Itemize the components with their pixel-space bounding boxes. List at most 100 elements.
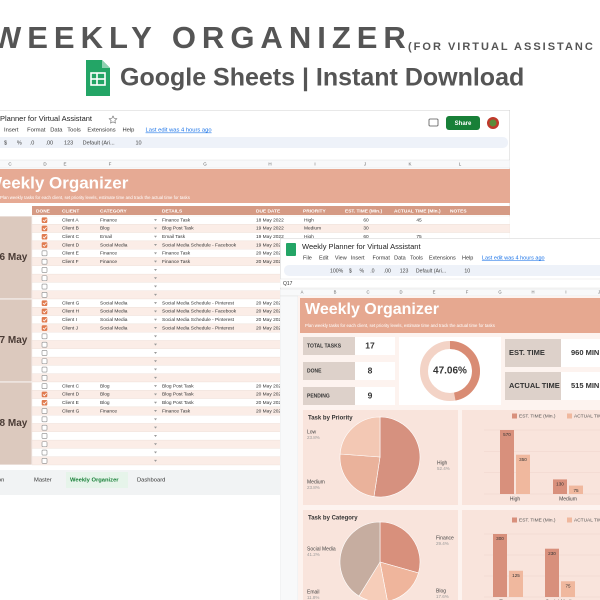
legend-label: EST. TIME (Min.) [519, 517, 556, 523]
category-cell: Social Media [100, 317, 128, 323]
checkbox[interactable] [41, 383, 48, 389]
bar-value-label: 350 [519, 457, 527, 462]
toolbar-item[interactable]: 10 [136, 140, 142, 146]
checkbox[interactable] [41, 350, 48, 356]
sheet-tab[interactable]: Master [34, 478, 52, 484]
bar [509, 570, 523, 597]
checkbox[interactable] [41, 233, 48, 240]
day-cell [0, 215, 33, 300]
avatar-inner [489, 119, 497, 127]
checkbox[interactable] [41, 341, 48, 348]
client-cell: Client J [62, 325, 79, 331]
checkbox[interactable] [41, 250, 48, 257]
pie-value-label: 41.2% [307, 552, 320, 557]
checkbox[interactable] [41, 316, 48, 323]
dropdown-arrow [154, 327, 157, 330]
toolbar-item[interactable]: 123 [400, 268, 409, 274]
pie-label: Medium [307, 479, 325, 485]
checkbox[interactable] [41, 300, 48, 306]
column-header: DETAILS [162, 208, 183, 214]
menu-item[interactable]: Format [27, 128, 46, 134]
checkbox[interactable] [41, 258, 48, 265]
last-edit[interactable]: Last edit was 4 hours ago [146, 128, 212, 134]
column-letter: D [43, 162, 47, 167]
due-date-cell: 20 May 2022 [256, 309, 284, 315]
checkbox[interactable] [41, 217, 48, 223]
menu-item[interactable]: Data [394, 255, 407, 261]
share-label[interactable]: Share [455, 121, 472, 127]
sheet-tab[interactable]: Introduction [0, 478, 4, 484]
toolbar-item[interactable]: % [17, 140, 22, 146]
toolbar-item[interactable]: $ [4, 140, 7, 146]
column-letter: H [531, 290, 534, 295]
checkbox[interactable] [41, 333, 48, 340]
menu-item[interactable]: View [335, 255, 347, 261]
column-letter: F [109, 162, 112, 167]
checkbox[interactable] [41, 391, 48, 398]
checkmark [42, 401, 47, 405]
progress-label: 47.06% [433, 366, 467, 377]
checkbox[interactable] [41, 242, 48, 248]
details-cell: Finance Task [162, 217, 191, 223]
toolbar-item[interactable]: 123 [64, 140, 73, 146]
sheet-tab[interactable]: Weekly Organizer [70, 478, 119, 484]
menu-item[interactable]: Data [50, 128, 63, 134]
checkbox[interactable] [41, 399, 48, 406]
toolbar-item[interactable]: 10 [464, 268, 470, 274]
menu-item[interactable]: Extensions [429, 255, 456, 261]
dropdown-arrow [154, 343, 157, 346]
sheet-tab[interactable]: Dashboard [137, 478, 165, 484]
checkbox[interactable] [41, 433, 48, 439]
toolbar-item[interactable]: .00 [384, 268, 391, 274]
checkbox[interactable] [41, 441, 48, 448]
checkbox[interactable] [41, 292, 48, 298]
toolbar-item[interactable]: Default (Ari... [416, 268, 446, 274]
dropdown-arrow [154, 451, 157, 454]
checkbox[interactable] [41, 408, 48, 414]
toolbar-item[interactable]: % [360, 268, 365, 274]
checkbox[interactable] [41, 283, 48, 290]
menu-item[interactable]: Edit [319, 255, 329, 261]
checkbox[interactable] [41, 416, 48, 423]
cell-reference[interactable]: Q17 [283, 281, 293, 287]
category-cell: Social Media [100, 325, 128, 331]
pie-label: Finance [436, 535, 454, 541]
checkbox[interactable] [41, 325, 48, 331]
menu-item[interactable]: Help [462, 255, 473, 261]
checkbox[interactable] [41, 275, 48, 282]
toolbar-item[interactable]: 100% [330, 268, 344, 274]
checkbox[interactable] [41, 225, 48, 232]
toolbar-item[interactable]: .0 [30, 140, 35, 146]
active-tab[interactable] [66, 472, 128, 488]
dropdown-arrow [154, 434, 157, 437]
checkmark [42, 235, 47, 239]
menu-item[interactable]: Tools [67, 128, 81, 134]
menu-item[interactable]: Format [372, 255, 390, 261]
checkbox[interactable] [41, 375, 48, 381]
checkbox[interactable] [41, 267, 48, 273]
bar-value-label: 230 [548, 551, 556, 556]
share-button[interactable] [446, 116, 480, 130]
menu-item[interactable]: Extensions [87, 128, 115, 134]
toolbar-item[interactable]: Default (Ari... [83, 140, 116, 146]
checkbox[interactable] [41, 458, 48, 464]
checkbox[interactable] [41, 366, 48, 373]
toolbar-item[interactable]: $ [349, 268, 352, 274]
menu-item[interactable]: Help [122, 128, 134, 134]
checkbox[interactable] [41, 449, 48, 456]
toolbar-item[interactable]: .00 [45, 140, 53, 146]
sheet-subtitle: Plan weekly tasks for each client, set p… [0, 195, 190, 200]
checkbox[interactable] [41, 358, 48, 365]
checkbox[interactable] [41, 308, 48, 315]
bar-value-label: 570 [503, 432, 511, 437]
bar [493, 534, 507, 597]
last-edit[interactable]: Last edit was 4 hours ago [482, 255, 545, 261]
client-cell: Client E [62, 400, 79, 406]
checkbox[interactable] [41, 424, 48, 431]
menu-item[interactable]: Tools [410, 255, 423, 261]
menu-item[interactable]: Insert [351, 255, 365, 261]
dropdown-arrow [154, 401, 157, 404]
menu-item[interactable]: Insert [4, 128, 19, 134]
menu-item[interactable]: File [303, 255, 312, 261]
toolbar-item[interactable]: .0 [370, 268, 374, 274]
